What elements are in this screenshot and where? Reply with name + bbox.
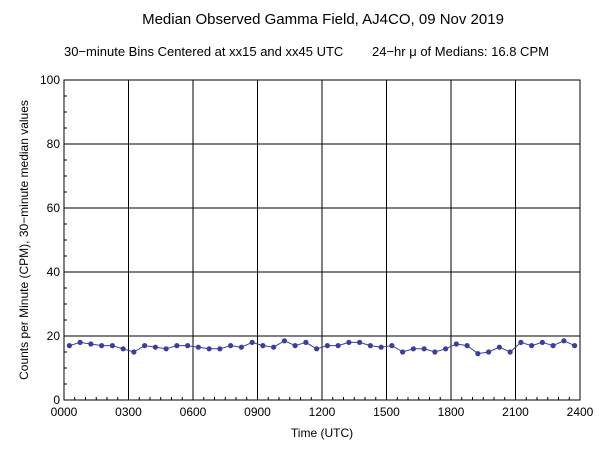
data-point [228, 343, 234, 349]
data-point [238, 344, 244, 350]
data-point [464, 343, 470, 349]
data-point [77, 339, 83, 345]
y-tick-label: 40 [47, 265, 61, 279]
data-point [271, 344, 277, 350]
y-axis-ticks: 0 20 40 60 80 100 [40, 73, 69, 407]
chart-title: Median Observed Gamma Field, AJ4CO, 09 N… [142, 11, 504, 28]
data-point [217, 346, 223, 352]
y-tick-label: 20 [47, 329, 61, 343]
data-point [195, 344, 201, 350]
data-point [400, 349, 406, 355]
data-point [131, 349, 137, 355]
data-point [421, 346, 427, 352]
data-point [496, 344, 502, 350]
data-point [518, 339, 524, 345]
x-tick-label: 0600 [180, 405, 207, 419]
data-point [475, 351, 481, 357]
data-point [507, 349, 513, 355]
data-point [260, 343, 266, 349]
data-point [324, 343, 330, 349]
data-point [185, 343, 191, 349]
x-tick-label: 2100 [502, 405, 529, 419]
x-tick-label: 1500 [373, 405, 400, 419]
data-point [88, 341, 94, 347]
data-point [443, 346, 449, 352]
data-point [120, 346, 126, 352]
data-point [486, 349, 492, 355]
grid-lines [64, 80, 580, 400]
data-point [314, 346, 320, 352]
data-point [367, 343, 373, 349]
x-tick-label: 0900 [244, 405, 271, 419]
y-tick-label: 100 [40, 73, 60, 87]
chart-subtitle-mean: 24−hr μ of Medians: 16.8 CPM [372, 44, 549, 59]
x-axis-label: Time (UTC) [291, 426, 353, 440]
series-group [66, 338, 578, 357]
data-point [410, 346, 416, 352]
x-axis-ticks: 0000 0300 0600 0900 1200 1500 1800 2100 2400 [51, 395, 594, 419]
data-point [66, 343, 72, 349]
y-tick-label: 0 [53, 393, 60, 407]
data-point [99, 343, 105, 349]
data-point [163, 346, 169, 352]
data-point [357, 339, 363, 345]
data-point [303, 339, 309, 345]
x-tick-label: 0000 [51, 405, 78, 419]
data-point [281, 338, 287, 344]
data-point [142, 343, 148, 349]
data-point [529, 343, 535, 349]
data-point [378, 344, 384, 350]
data-point [109, 343, 115, 349]
data-point [249, 339, 255, 345]
data-point [206, 346, 212, 352]
data-point [561, 338, 567, 344]
x-tick-label: 2400 [567, 405, 594, 419]
y-tick-label: 80 [47, 137, 61, 151]
data-point [539, 339, 545, 345]
data-point [174, 343, 180, 349]
data-point [572, 343, 578, 349]
data-point [389, 343, 395, 349]
data-point [453, 341, 459, 347]
data-point [550, 343, 556, 349]
x-tick-label: 1800 [438, 405, 465, 419]
data-point [292, 343, 298, 349]
y-axis-label: Counts per Minute (CPM), 30−minute media… [17, 100, 31, 380]
x-tick-label: 1200 [309, 405, 336, 419]
data-point [152, 344, 158, 350]
data-point [346, 339, 352, 345]
y-tick-label: 60 [47, 201, 61, 215]
data-point [335, 343, 341, 349]
x-tick-label: 0300 [115, 405, 142, 419]
data-point [432, 349, 438, 355]
chart-subtitle-bins: 30−minute Bins Centered at xx15 and xx45… [64, 44, 343, 59]
